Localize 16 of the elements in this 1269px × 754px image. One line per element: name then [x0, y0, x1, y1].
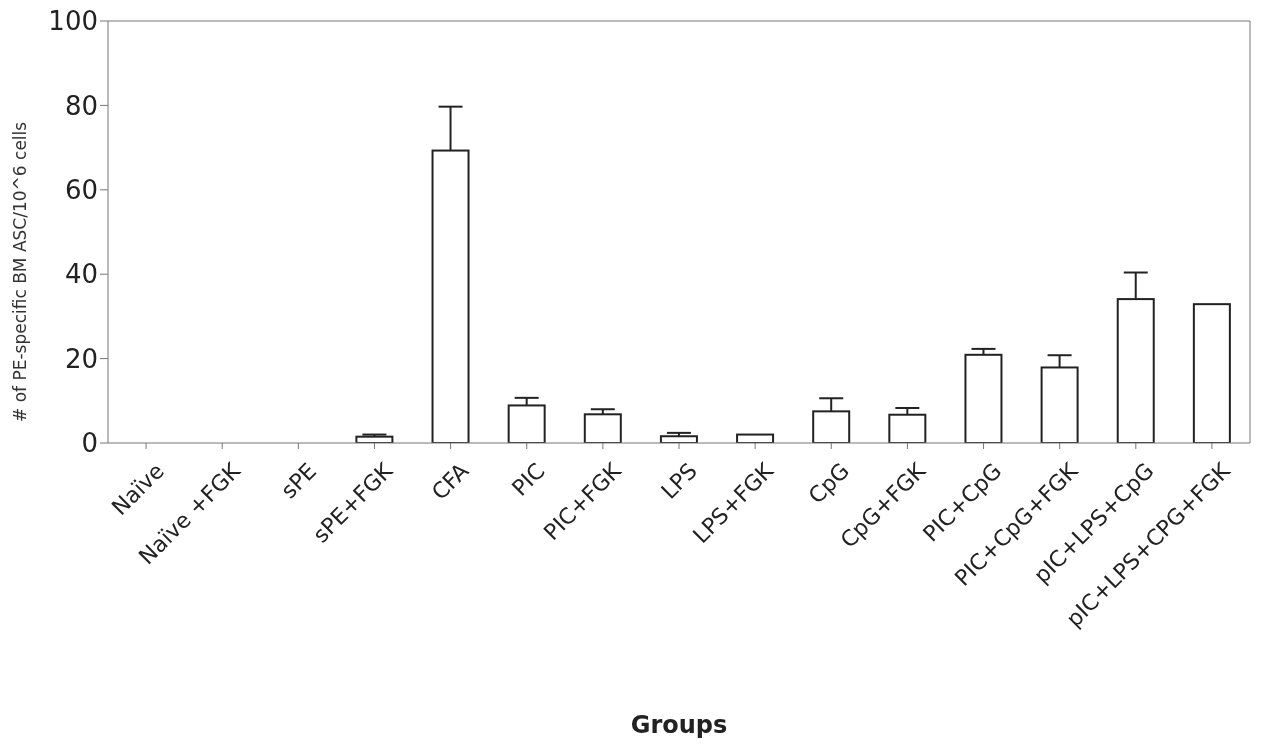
bar	[964, 353, 1003, 443]
bar	[659, 435, 698, 443]
bar	[583, 413, 622, 443]
y-tick-label: 100	[48, 6, 98, 37]
y-tick-label: 0	[81, 428, 98, 459]
bar	[1192, 303, 1231, 443]
bar	[888, 413, 927, 443]
y-tick-label: 80	[64, 90, 98, 121]
x-tick-label: PIC	[507, 458, 550, 501]
x-tick-label: sPE	[276, 458, 322, 504]
y-axis-title: # of PE-specific BM ASC/10^6 cells	[10, 121, 31, 422]
y-tick-label: 20	[64, 343, 98, 374]
y-tick-label: 60	[64, 175, 98, 206]
y-tick-label: 40	[64, 259, 98, 290]
x-tick-label: CFA	[426, 458, 474, 505]
x-axis-title: Groups	[630, 711, 728, 739]
